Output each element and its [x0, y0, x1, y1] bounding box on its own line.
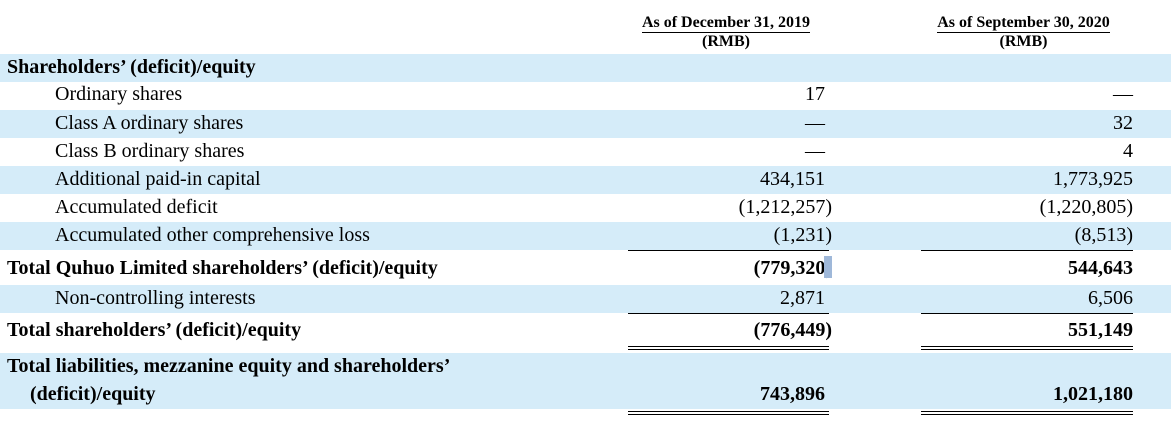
column-header-2019-unit: (RMB)	[702, 33, 750, 50]
column-header-2020: As of September 30, 2020 (RMB)	[918, 14, 1129, 50]
row-label: Ordinary shares	[55, 83, 183, 105]
row-label: Class A ordinary shares	[55, 112, 244, 134]
row-value-2020: 1,773,925	[1053, 168, 1133, 190]
section-heading: Shareholders’ (deficit)/equity	[7, 56, 256, 78]
total-rule-2019-double	[628, 349, 829, 350]
column-header-2020-date: As of September 30, 2020	[937, 14, 1110, 33]
row-label-line1: Total liabilities, mezzanine equity and …	[7, 355, 451, 377]
row-value-2019: (776,449)	[753, 319, 832, 341]
row-value-2019: (779,320)	[753, 257, 832, 279]
row-value-2020: 6,506	[1088, 287, 1133, 309]
table-row: Non-controlling interests 2,871 6,506	[0, 285, 1171, 313]
row-label-line2: (deficit)/equity	[30, 383, 156, 405]
row-value-2020: 4	[1123, 140, 1133, 162]
row-value-2020: (8,513)	[1074, 224, 1133, 246]
table-row: Additional paid-in capital 434,151 1,773…	[0, 166, 1171, 194]
row-value-2019: 743,896	[760, 383, 825, 405]
grand-total-rule-2019	[628, 411, 829, 412]
row-label: Class B ordinary shares	[55, 140, 245, 162]
total-rule-2020	[921, 346, 1133, 347]
total-rule-2020-double	[921, 349, 1133, 350]
grand-total-rule-2019-double	[628, 414, 829, 415]
row-value-2019: (1,231)	[773, 224, 832, 246]
table-row: Class A ordinary shares — 32	[0, 110, 1171, 138]
row-label: Accumulated other comprehensive loss	[55, 224, 370, 246]
row-value-2019: 17	[805, 83, 825, 105]
row-value-2019: 2,871	[780, 287, 825, 309]
subtotal-rule-2019	[628, 313, 829, 314]
text-cursor-highlight	[824, 256, 832, 278]
subtotal-rule-2020	[921, 313, 1133, 314]
column-header-2019-date: As of December 31, 2019	[641, 14, 811, 33]
row-label: Total Quhuo Limited shareholders’ (defic…	[7, 257, 438, 279]
row-value-2019: —	[805, 140, 825, 162]
row-value-2019: —	[805, 112, 825, 134]
table-row: Accumulated other comprehensive loss (1,…	[0, 222, 1171, 250]
section-heading-row: Shareholders’ (deficit)/equity	[0, 54, 1171, 82]
row-value-2019: (1,212,257)	[738, 196, 832, 218]
row-value-2020: 32	[1113, 112, 1133, 134]
row-value-2020: —	[1113, 83, 1133, 105]
table-row-total: Total Quhuo Limited shareholders’ (defic…	[0, 254, 1171, 284]
subtotal-rule-2020	[921, 250, 1133, 251]
column-header-2019: As of December 31, 2019 (RMB)	[625, 14, 827, 50]
row-label: Accumulated deficit	[55, 196, 218, 218]
row-label: Total shareholders’ (deficit)/equity	[7, 319, 302, 341]
table-row: Ordinary shares 17 —	[0, 82, 1171, 110]
column-header-2020-unit: (RMB)	[999, 33, 1048, 50]
row-value-2020: 551,149	[1068, 319, 1133, 341]
subtotal-rule-2019	[628, 250, 829, 251]
row-value-2020: (1,220,805)	[1039, 196, 1133, 218]
grand-total-rule-2020	[921, 411, 1133, 412]
table-row-grand-total: Total liabilities, mezzanine equity and …	[0, 353, 1171, 409]
total-rule-2019	[628, 346, 829, 347]
table-row-total: Total shareholders’ (deficit)/equity (77…	[0, 316, 1171, 346]
row-value-2019: 434,151	[760, 168, 825, 190]
table-row: Accumulated deficit (1,212,257) (1,220,8…	[0, 194, 1171, 222]
row-label: Additional paid-in capital	[55, 168, 261, 190]
table-row: Class B ordinary shares — 4	[0, 138, 1171, 166]
row-value-2020: 1,021,180	[1053, 383, 1133, 405]
grand-total-rule-2020-double	[921, 414, 1133, 415]
row-label: Non-controlling interests	[55, 287, 256, 309]
row-value-2020: 544,643	[1068, 257, 1133, 279]
